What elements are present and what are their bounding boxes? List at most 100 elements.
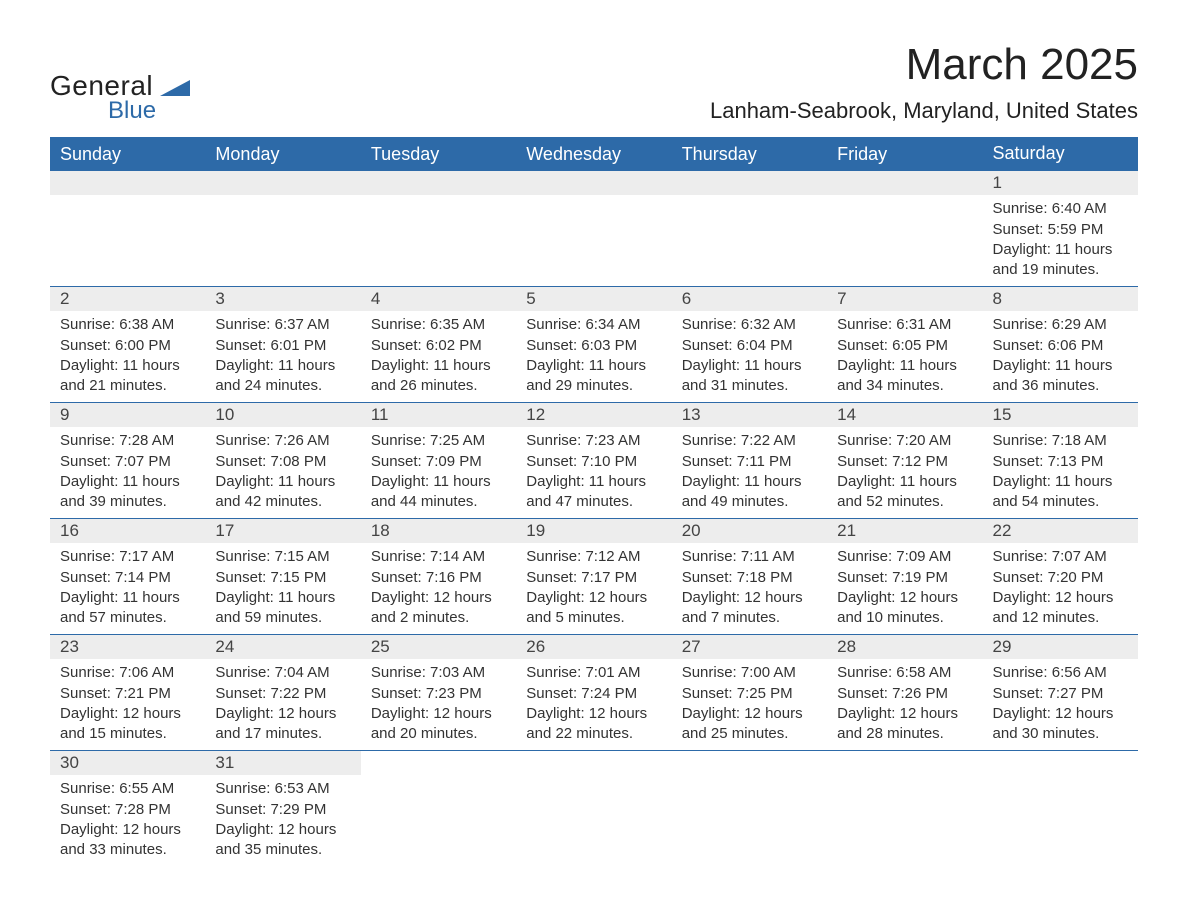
calendar-day-cell: 30Sunrise: 6:55 AMSunset: 7:28 PMDayligh… bbox=[50, 751, 205, 867]
empty-day-header bbox=[516, 171, 671, 195]
calendar-day-cell: 6Sunrise: 6:32 AMSunset: 6:04 PMDaylight… bbox=[672, 287, 827, 403]
day-number: 7 bbox=[827, 287, 982, 311]
day-content: Sunrise: 7:25 AMSunset: 7:09 PMDaylight:… bbox=[361, 427, 516, 518]
calendar-day-cell: 15Sunrise: 7:18 AMSunset: 7:13 PMDayligh… bbox=[983, 403, 1138, 519]
calendar-day-cell bbox=[827, 751, 982, 867]
calendar-day-cell: 14Sunrise: 7:20 AMSunset: 7:12 PMDayligh… bbox=[827, 403, 982, 519]
month-title: March 2025 bbox=[710, 40, 1138, 90]
day-content: Sunrise: 7:15 AMSunset: 7:15 PMDaylight:… bbox=[205, 543, 360, 634]
day-number: 10 bbox=[205, 403, 360, 427]
calendar-day-cell: 13Sunrise: 7:22 AMSunset: 7:11 PMDayligh… bbox=[672, 403, 827, 519]
weekday-header: Saturday bbox=[983, 137, 1138, 171]
calendar-day-cell bbox=[672, 751, 827, 867]
calendar-day-cell: 12Sunrise: 7:23 AMSunset: 7:10 PMDayligh… bbox=[516, 403, 671, 519]
calendar-day-cell bbox=[983, 751, 1138, 867]
calendar-day-cell bbox=[205, 171, 360, 287]
calendar-day-cell: 7Sunrise: 6:31 AMSunset: 6:05 PMDaylight… bbox=[827, 287, 982, 403]
weekday-header: Thursday bbox=[672, 137, 827, 171]
day-number: 18 bbox=[361, 519, 516, 543]
calendar-day-cell bbox=[516, 171, 671, 287]
day-content: Sunrise: 6:53 AMSunset: 7:29 PMDaylight:… bbox=[205, 775, 360, 866]
calendar-day-cell: 10Sunrise: 7:26 AMSunset: 7:08 PMDayligh… bbox=[205, 403, 360, 519]
day-number: 30 bbox=[50, 751, 205, 775]
day-content: Sunrise: 7:28 AMSunset: 7:07 PMDaylight:… bbox=[50, 427, 205, 518]
empty-day-header bbox=[672, 171, 827, 195]
calendar-day-cell bbox=[50, 171, 205, 287]
day-content: Sunrise: 7:01 AMSunset: 7:24 PMDaylight:… bbox=[516, 659, 671, 750]
day-number: 3 bbox=[205, 287, 360, 311]
calendar-day-cell: 22Sunrise: 7:07 AMSunset: 7:20 PMDayligh… bbox=[983, 519, 1138, 635]
day-content: Sunrise: 6:34 AMSunset: 6:03 PMDaylight:… bbox=[516, 311, 671, 402]
calendar-week-row: 9Sunrise: 7:28 AMSunset: 7:07 PMDaylight… bbox=[50, 403, 1138, 519]
day-content: Sunrise: 7:03 AMSunset: 7:23 PMDaylight:… bbox=[361, 659, 516, 750]
calendar-day-cell bbox=[361, 171, 516, 287]
calendar-day-cell bbox=[827, 171, 982, 287]
weekday-header: Sunday bbox=[50, 137, 205, 171]
day-content: Sunrise: 6:40 AMSunset: 5:59 PMDaylight:… bbox=[983, 195, 1138, 286]
calendar-day-cell: 2Sunrise: 6:38 AMSunset: 6:00 PMDaylight… bbox=[50, 287, 205, 403]
day-number: 27 bbox=[672, 635, 827, 659]
day-content: Sunrise: 7:06 AMSunset: 7:21 PMDaylight:… bbox=[50, 659, 205, 750]
day-content: Sunrise: 7:09 AMSunset: 7:19 PMDaylight:… bbox=[827, 543, 982, 634]
day-content: Sunrise: 7:22 AMSunset: 7:11 PMDaylight:… bbox=[672, 427, 827, 518]
day-number: 17 bbox=[205, 519, 360, 543]
day-content: Sunrise: 7:00 AMSunset: 7:25 PMDaylight:… bbox=[672, 659, 827, 750]
day-number: 29 bbox=[983, 635, 1138, 659]
day-number: 11 bbox=[361, 403, 516, 427]
day-number: 20 bbox=[672, 519, 827, 543]
weekday-header: Wednesday bbox=[516, 137, 671, 171]
day-number: 15 bbox=[983, 403, 1138, 427]
calendar-day-cell: 29Sunrise: 6:56 AMSunset: 7:27 PMDayligh… bbox=[983, 635, 1138, 751]
weekday-header: Friday bbox=[827, 137, 982, 171]
calendar-day-cell bbox=[361, 751, 516, 867]
calendar-day-cell: 31Sunrise: 6:53 AMSunset: 7:29 PMDayligh… bbox=[205, 751, 360, 867]
calendar-day-cell: 19Sunrise: 7:12 AMSunset: 7:17 PMDayligh… bbox=[516, 519, 671, 635]
day-content: Sunrise: 6:35 AMSunset: 6:02 PMDaylight:… bbox=[361, 311, 516, 402]
day-content: Sunrise: 7:26 AMSunset: 7:08 PMDaylight:… bbox=[205, 427, 360, 518]
day-content: Sunrise: 7:07 AMSunset: 7:20 PMDaylight:… bbox=[983, 543, 1138, 634]
calendar-day-cell: 11Sunrise: 7:25 AMSunset: 7:09 PMDayligh… bbox=[361, 403, 516, 519]
weekday-header-row: SundayMondayTuesdayWednesdayThursdayFrid… bbox=[50, 137, 1138, 171]
calendar-day-cell: 8Sunrise: 6:29 AMSunset: 6:06 PMDaylight… bbox=[983, 287, 1138, 403]
calendar-day-cell: 18Sunrise: 7:14 AMSunset: 7:16 PMDayligh… bbox=[361, 519, 516, 635]
day-number: 19 bbox=[516, 519, 671, 543]
calendar-day-cell bbox=[672, 171, 827, 287]
empty-day-header bbox=[361, 171, 516, 195]
calendar-day-cell: 25Sunrise: 7:03 AMSunset: 7:23 PMDayligh… bbox=[361, 635, 516, 751]
day-number: 6 bbox=[672, 287, 827, 311]
weekday-header: Tuesday bbox=[361, 137, 516, 171]
calendar-day-cell: 28Sunrise: 6:58 AMSunset: 7:26 PMDayligh… bbox=[827, 635, 982, 751]
day-content: Sunrise: 6:56 AMSunset: 7:27 PMDaylight:… bbox=[983, 659, 1138, 750]
calendar-day-cell bbox=[516, 751, 671, 867]
day-content: Sunrise: 7:04 AMSunset: 7:22 PMDaylight:… bbox=[205, 659, 360, 750]
calendar-day-cell: 27Sunrise: 7:00 AMSunset: 7:25 PMDayligh… bbox=[672, 635, 827, 751]
calendar-week-row: 23Sunrise: 7:06 AMSunset: 7:21 PMDayligh… bbox=[50, 635, 1138, 751]
day-content: Sunrise: 7:18 AMSunset: 7:13 PMDaylight:… bbox=[983, 427, 1138, 518]
calendar-day-cell: 4Sunrise: 6:35 AMSunset: 6:02 PMDaylight… bbox=[361, 287, 516, 403]
day-number: 2 bbox=[50, 287, 205, 311]
calendar-table: SundayMondayTuesdayWednesdayThursdayFrid… bbox=[50, 137, 1138, 866]
weekday-header: Monday bbox=[205, 137, 360, 171]
day-number: 14 bbox=[827, 403, 982, 427]
calendar-day-cell: 24Sunrise: 7:04 AMSunset: 7:22 PMDayligh… bbox=[205, 635, 360, 751]
day-content: Sunrise: 7:12 AMSunset: 7:17 PMDaylight:… bbox=[516, 543, 671, 634]
day-number: 16 bbox=[50, 519, 205, 543]
empty-day-header bbox=[827, 171, 982, 195]
day-number: 8 bbox=[983, 287, 1138, 311]
calendar-day-cell: 16Sunrise: 7:17 AMSunset: 7:14 PMDayligh… bbox=[50, 519, 205, 635]
calendar-day-cell: 3Sunrise: 6:37 AMSunset: 6:01 PMDaylight… bbox=[205, 287, 360, 403]
day-content: Sunrise: 6:31 AMSunset: 6:05 PMDaylight:… bbox=[827, 311, 982, 402]
day-content: Sunrise: 6:37 AMSunset: 6:01 PMDaylight:… bbox=[205, 311, 360, 402]
day-content: Sunrise: 6:29 AMSunset: 6:06 PMDaylight:… bbox=[983, 311, 1138, 402]
logo-triangle-icon bbox=[160, 78, 190, 103]
day-number: 9 bbox=[50, 403, 205, 427]
calendar-day-cell: 21Sunrise: 7:09 AMSunset: 7:19 PMDayligh… bbox=[827, 519, 982, 635]
empty-day-header bbox=[205, 171, 360, 195]
day-content: Sunrise: 7:14 AMSunset: 7:16 PMDaylight:… bbox=[361, 543, 516, 634]
calendar-week-row: 1Sunrise: 6:40 AMSunset: 5:59 PMDaylight… bbox=[50, 171, 1138, 287]
logo: General Blue bbox=[50, 70, 190, 125]
day-number: 25 bbox=[361, 635, 516, 659]
calendar-day-cell: 1Sunrise: 6:40 AMSunset: 5:59 PMDaylight… bbox=[983, 171, 1138, 287]
day-content: Sunrise: 6:38 AMSunset: 6:00 PMDaylight:… bbox=[50, 311, 205, 402]
empty-day-header bbox=[50, 171, 205, 195]
